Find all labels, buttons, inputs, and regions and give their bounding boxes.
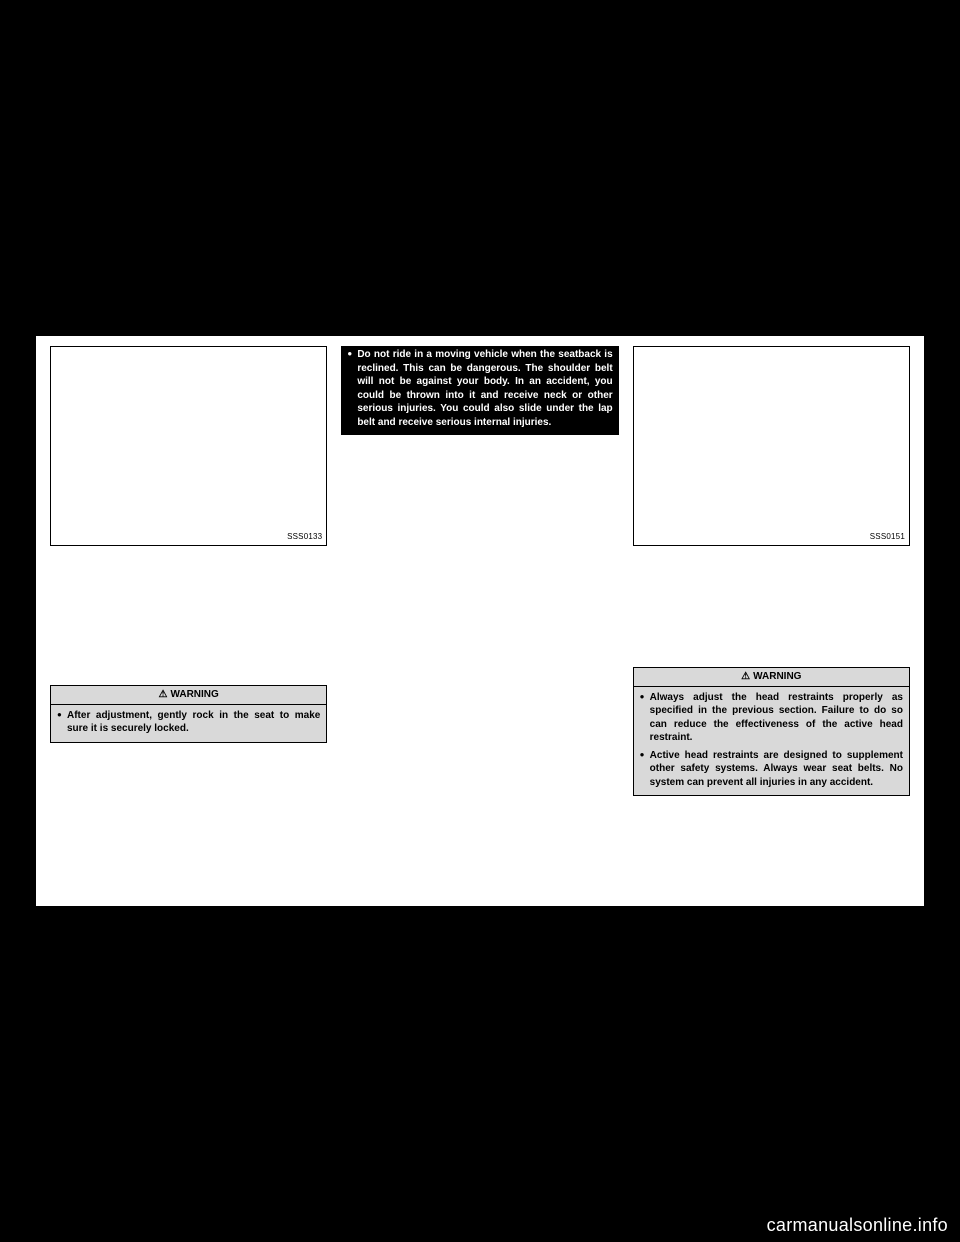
reclining-section: Reclining To recline the seatback, pull …	[50, 554, 327, 679]
column-3: SSS0151 ACTIVE HEAD RESTRAINT The active…	[633, 346, 910, 884]
page-footer-right: Safety — Seats, seat belts and supplemen…	[620, 890, 910, 900]
reclining-p2: The reclining feature allows adjustment …	[54, 619, 323, 676]
head-restraint-p1: The active head restraint moves forward …	[637, 572, 906, 657]
warning-label: WARNING	[753, 670, 801, 684]
warning-item-2: Active head restraints are designed to s…	[640, 749, 903, 790]
warning-item-black: Do not ride in a moving vehicle when the…	[347, 348, 612, 429]
warning-item-1: Always adjust the head restraints proper…	[640, 691, 903, 745]
warning-label: WARNING	[170, 688, 218, 702]
warning-box-col3: ⚠ WARNING Always adjust the head restrai…	[633, 667, 910, 796]
column-1: SSS0133 Reclining To recline the seatbac…	[50, 346, 327, 884]
reclining-heading: Reclining	[54, 554, 323, 568]
figure-head-restraint: SSS0151	[633, 346, 910, 546]
head-restraint-section: ACTIVE HEAD RESTRAINT The active head re…	[633, 554, 910, 661]
col2-text: Also, the seatback can be reclined to al…	[341, 439, 618, 471]
figure-label: SSS0151	[870, 532, 905, 543]
reclining-p1: To recline the seatback, pull the lever …	[54, 572, 323, 615]
warning-body: After adjustment, gently rock in the sea…	[51, 705, 326, 742]
warning-icon: ⚠	[741, 670, 750, 684]
page-footer-left: ZREVIEW COPY—2003 Sentra (b15) Owners Ma…	[50, 870, 201, 900]
manual-page: SSS0133 Reclining To recline the seatbac…	[36, 336, 924, 906]
warning-box-col1: ⚠ WARNING After adjustment, gently rock …	[50, 685, 327, 743]
footer-right-label: Safety — Seats, seat belts and supplemen…	[620, 890, 883, 900]
warning-body-black: Do not ride in a moving vehicle when the…	[341, 346, 618, 435]
warning-icon: ⚠	[159, 688, 168, 702]
col2-p1: Also, the seatback can be reclined to al…	[345, 439, 614, 467]
warning-title: ⚠ WARNING	[634, 668, 909, 687]
figure-reclining: SSS0133	[50, 346, 327, 546]
head-restraint-heading: ACTIVE HEAD RESTRAINT	[637, 554, 906, 568]
watermark: carmanualsonline.info	[767, 1215, 948, 1236]
footer-page-number: 1-5	[897, 890, 910, 900]
warning-title: ⚠ WARNING	[51, 686, 326, 705]
figure-label: SSS0133	[287, 532, 322, 543]
warning-body: Always adjust the head restraints proper…	[634, 687, 909, 796]
warning-box-black: Do not ride in a moving vehicle when the…	[341, 346, 618, 435]
column-2: Do not ride in a moving vehicle when the…	[341, 346, 618, 884]
warning-item: After adjustment, gently rock in the sea…	[57, 709, 320, 736]
